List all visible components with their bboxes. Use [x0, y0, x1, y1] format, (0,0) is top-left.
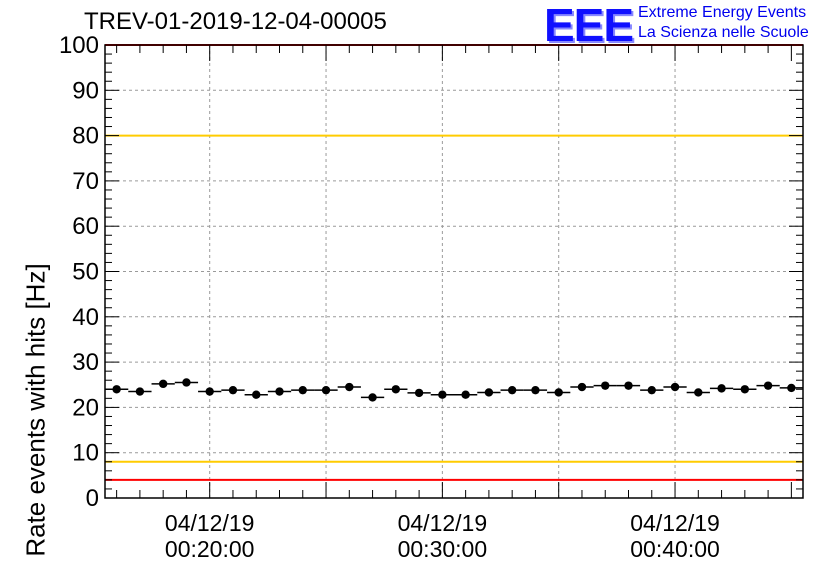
- y-tick-label: 0: [86, 485, 99, 512]
- eee-logo-text: Extreme Energy Events La Scienza nelle S…: [638, 3, 809, 43]
- data-point: [438, 390, 447, 399]
- y-tick-label: 70: [72, 168, 99, 195]
- data-point: [368, 393, 377, 402]
- eee-logo-mark: EEE: [544, 0, 634, 51]
- y-axis-label: Rate events with hits [Hz]: [20, 263, 51, 557]
- data-point: [158, 379, 168, 389]
- data-point: [252, 390, 261, 399]
- data-point: [391, 385, 401, 394]
- x-tick-label-time: 00:40:00: [630, 536, 720, 562]
- data-point: [740, 385, 750, 394]
- x-tick-label-time: 00:30:00: [398, 536, 488, 562]
- data-point: [484, 388, 494, 397]
- data-point: [182, 378, 191, 387]
- logo-line-1: Extreme Energy Events: [638, 4, 807, 21]
- points-layer: [105, 378, 803, 402]
- data-point: [135, 387, 145, 396]
- data-point: [554, 388, 563, 397]
- data-point: [694, 388, 703, 397]
- axis-layer: 010203040506070809010004/12/1900:20:0004…: [59, 32, 804, 562]
- y-tick-label: 100: [59, 32, 99, 59]
- y-tick-label: 90: [72, 77, 99, 104]
- data-point: [601, 381, 610, 390]
- logo-line-2: La Scienza nelle Scuole: [638, 24, 809, 41]
- data-point: [624, 381, 633, 390]
- data-point: [763, 381, 773, 390]
- data-point: [647, 385, 656, 395]
- data-point: [298, 385, 307, 395]
- data-point: [507, 385, 517, 395]
- y-tick-label: 10: [72, 440, 99, 467]
- data-point: [717, 384, 726, 393]
- x-tick-label-date: 04/12/19: [165, 510, 255, 536]
- data-point: [461, 390, 470, 399]
- y-tick-label: 80: [72, 123, 99, 150]
- data-point: [228, 385, 238, 395]
- data-point: [205, 387, 214, 396]
- grid-layer: [105, 45, 803, 498]
- x-tick-label-time: 00:20:00: [165, 536, 255, 562]
- data-point: [670, 382, 680, 392]
- data-point: [275, 387, 284, 396]
- y-tick-label: 20: [72, 394, 99, 421]
- x-tick-label-date: 04/12/19: [630, 510, 720, 536]
- data-point: [577, 382, 587, 392]
- x-tick-label-date: 04/12/19: [398, 510, 488, 536]
- data-point: [112, 385, 121, 394]
- y-tick-label: 60: [72, 213, 99, 240]
- data-point: [414, 388, 424, 398]
- data-point: [345, 382, 354, 392]
- data-point: [321, 385, 331, 395]
- y-tick-label: 40: [72, 304, 99, 331]
- data-point: [787, 383, 796, 393]
- y-tick-label: 30: [72, 349, 99, 376]
- y-tick-label: 50: [72, 259, 99, 286]
- chart-title: TREV-01-2019-12-04-00005: [84, 8, 387, 35]
- data-point: [531, 385, 540, 395]
